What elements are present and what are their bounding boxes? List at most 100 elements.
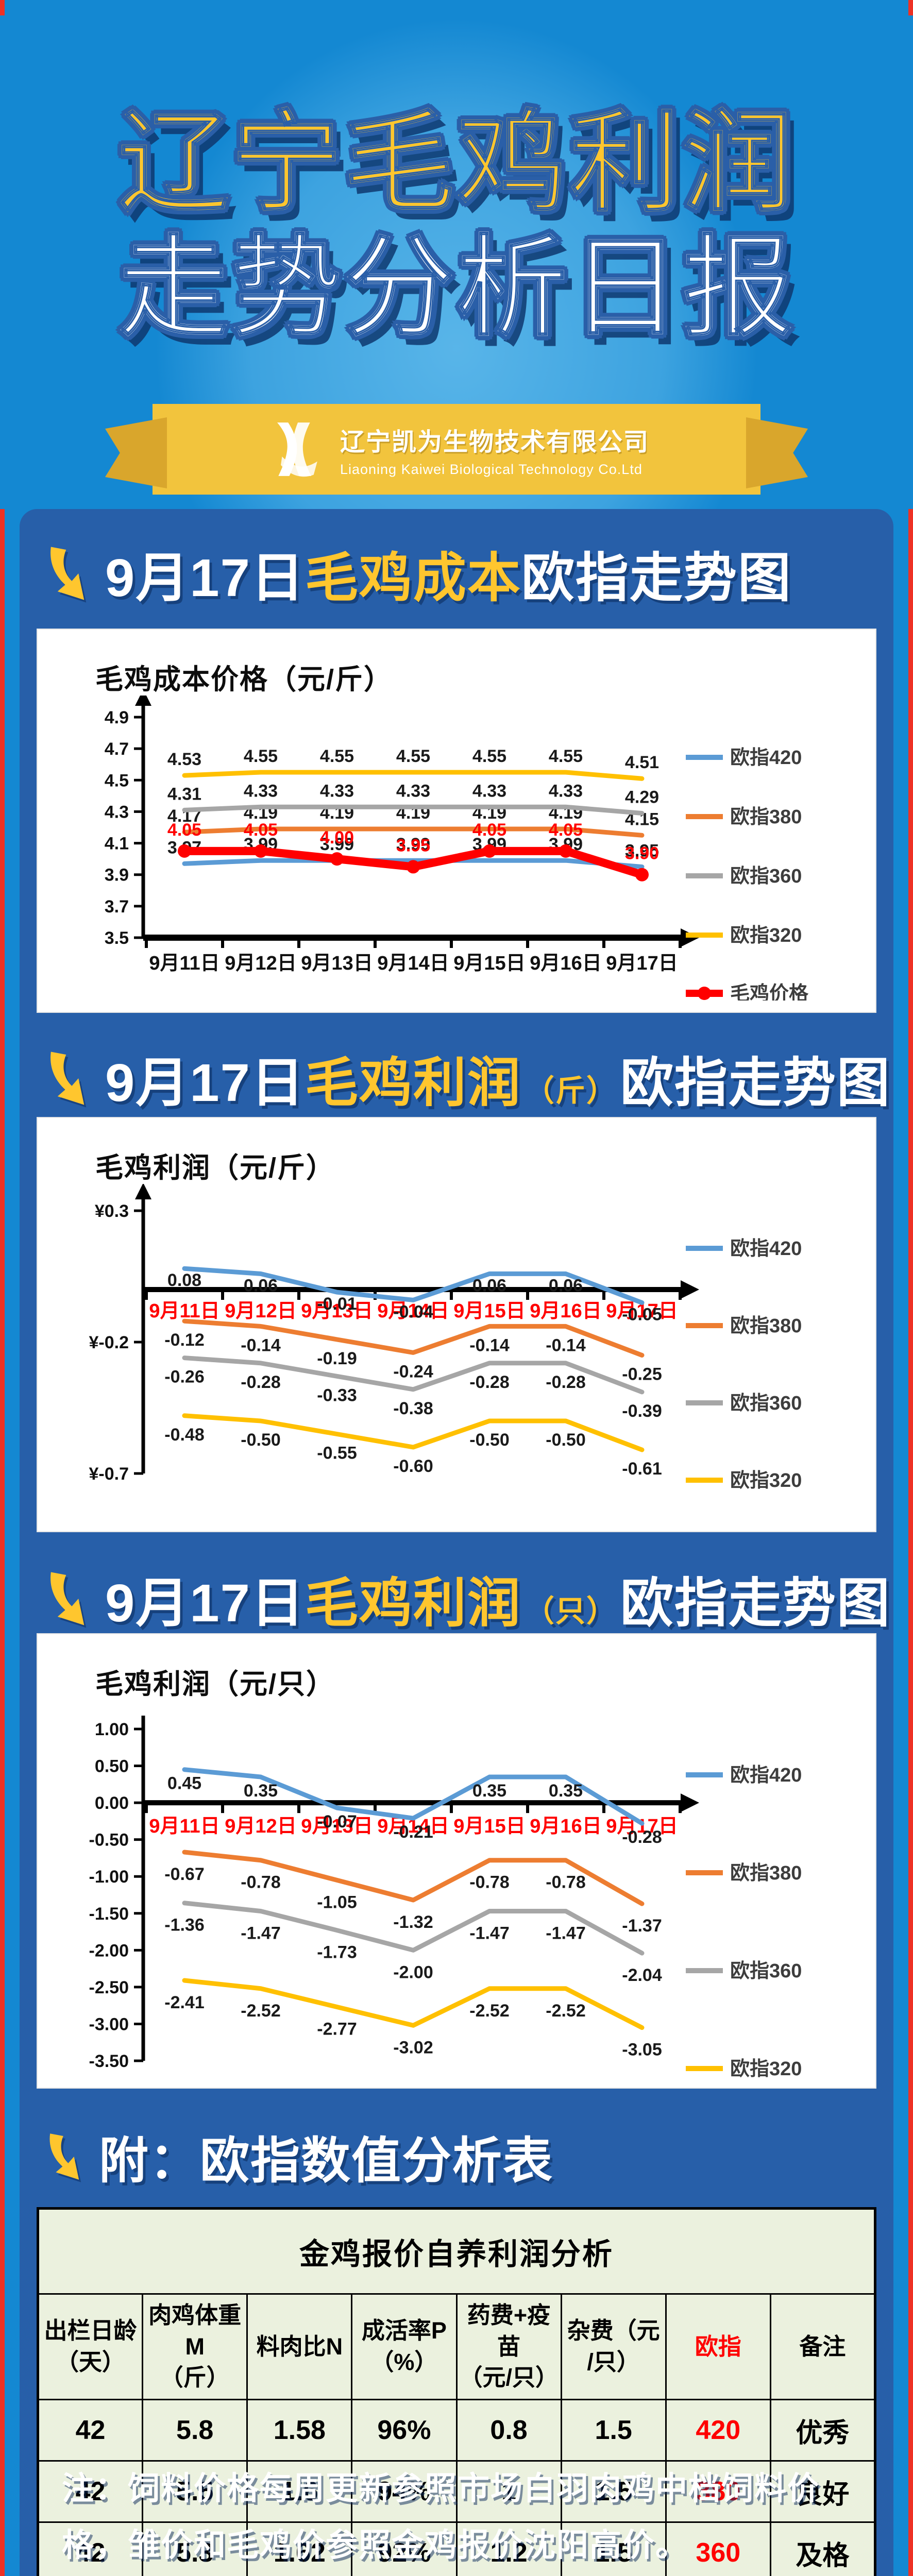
svg-text:0.08: 0.08	[167, 1270, 201, 1290]
svg-text:9月14日: 9月14日	[377, 953, 449, 974]
svg-text:欧指380: 欧指380	[730, 806, 802, 828]
svg-text:欧指360: 欧指360	[730, 866, 802, 887]
table-header-cell: 药费+疫苗 （元/只）	[455, 2293, 562, 2400]
section-title-highlight: 毛鸡成本	[305, 548, 521, 607]
table-title: 金鸡报价自养利润分析	[37, 2208, 876, 2295]
svg-text:-0.60: -0.60	[393, 1456, 433, 1476]
table-header-cell: 出栏日龄 （天）	[37, 2293, 144, 2400]
svg-text:-0.78: -0.78	[469, 1873, 510, 1892]
poster-title-line2: 走势分析日报	[117, 224, 795, 350]
svg-text:-0.61: -0.61	[622, 1459, 662, 1479]
svg-text:-0.78: -0.78	[546, 1873, 586, 1892]
svg-text:3.7: 3.7	[105, 897, 129, 917]
svg-text:9月17日: 9月17日	[606, 953, 678, 974]
svg-text:-0.26: -0.26	[164, 1367, 205, 1387]
profit-analysis-table: 金鸡报价自养利润分析 出栏日龄 （天） 肉鸡体重M （斤） 料肉比N 成活率P （%）药…	[37, 2207, 876, 2576]
svg-text:0.35: 0.35	[472, 1781, 506, 1801]
table-header-cell: 料肉比N	[246, 2293, 353, 2400]
svg-text:-0.50: -0.50	[469, 1430, 510, 1450]
svg-text:4.05: 4.05	[167, 820, 201, 840]
svg-text:-1.32: -1.32	[393, 1912, 433, 1932]
svg-text:4.00: 4.00	[320, 828, 354, 848]
edge-strip-left	[0, 509, 5, 2576]
svg-text:-0.24: -0.24	[393, 1362, 433, 1381]
svg-text:4.53: 4.53	[167, 750, 201, 769]
profit-bird-chart-svg: 1.00 0.50 0.00 -0.50 -1.00 -1.50 -2.00 -2.50 -3.…	[89, 1716, 802, 2080]
svg-text:4.33: 4.33	[320, 781, 354, 801]
section-title-suffix: 欧指走势图	[620, 1573, 891, 1633]
svg-text:-2.04: -2.04	[622, 1965, 662, 1985]
section-title-suffix: 欧指走势图	[620, 1053, 891, 1112]
svg-text:-1.47: -1.47	[469, 1923, 510, 1943]
table-cell: 1.6	[246, 2460, 353, 2523]
company-banner: 辽宁凯为生物技术有限公司 Liaoning Kaiwei Biological …	[153, 404, 760, 495]
svg-text:4.05: 4.05	[472, 820, 506, 840]
svg-text:4.33: 4.33	[549, 781, 583, 801]
section-title-text: 9月17日毛鸡利润 （斤）欧指走势图	[105, 1040, 891, 1116]
svg-text:-1.37: -1.37	[622, 1916, 662, 1936]
svg-text:-2.00: -2.00	[89, 1941, 129, 1960]
table-header-cell: 欧指	[665, 2293, 771, 2400]
table-cell: 92%	[351, 2521, 458, 2576]
section-title-text: 9月17日毛鸡成本欧指走势图	[105, 535, 792, 612]
svg-text:4.05: 4.05	[549, 820, 583, 840]
svg-text:-2.77: -2.77	[317, 2020, 357, 2039]
svg-text:9月12日: 9月12日	[225, 1300, 296, 1322]
svg-text:-0.55: -0.55	[317, 1444, 357, 1463]
profit-jin-chart-title: 毛鸡利润（元/斤）	[95, 1153, 335, 1183]
svg-text:-2.50: -2.50	[89, 1978, 129, 1997]
company-names: 辽宁凯为生物技术有限公司 Liaoning Kaiwei Biological …	[340, 421, 649, 478]
svg-text:-0.48: -0.48	[164, 1425, 205, 1445]
svg-text:9月11日: 9月11日	[149, 953, 219, 974]
svg-text:-0.05: -0.05	[622, 1305, 662, 1325]
table-cell: 优秀	[769, 2399, 876, 2462]
svg-text:-0.14: -0.14	[241, 1335, 281, 1355]
table-cell: 1	[455, 2460, 562, 2523]
edge-strip-right	[908, 509, 913, 2576]
svg-text:0.00: 0.00	[95, 1793, 129, 1813]
cost-chart-title: 毛鸡成本价格（元/斤）	[95, 664, 393, 695]
table-cell: 380	[665, 2460, 771, 2523]
svg-text:9月13日: 9月13日	[301, 1300, 373, 1322]
svg-text:0.50: 0.50	[95, 1757, 129, 1776]
section-title-cost-chart: 9月17日毛鸡成本欧指走势图	[44, 535, 792, 612]
table-header-cell: 备注	[769, 2293, 876, 2400]
table-header-cell: 肉鸡体重M （斤）	[142, 2293, 248, 2400]
svg-text:3.95: 3.95	[625, 841, 659, 860]
table-cell: 1.5	[560, 2460, 667, 2523]
svg-text:-0.14: -0.14	[546, 1335, 586, 1355]
svg-text:-0.28: -0.28	[469, 1372, 510, 1392]
svg-text:欧指380: 欧指380	[730, 1862, 802, 1884]
svg-text:-2.41: -2.41	[164, 1993, 205, 2012]
edge-mark-top-right	[908, 0, 913, 15]
svg-text:-0.07: -0.07	[317, 1812, 357, 1832]
svg-text:4.33: 4.33	[244, 781, 278, 801]
svg-text:9月16日: 9月16日	[530, 953, 601, 974]
table-header-cell: 杂费（元 /只）	[560, 2293, 667, 2400]
svg-text:-0.01: -0.01	[317, 1294, 357, 1314]
company-name-en: Liaoning Kaiwei Biological Technology Co…	[340, 461, 643, 477]
svg-text:-0.67: -0.67	[164, 1865, 205, 1884]
svg-text:-3.05: -3.05	[622, 2040, 662, 2060]
svg-text:¥0.3: ¥0.3	[95, 1201, 129, 1221]
table-cell: 1.5	[560, 2399, 667, 2462]
svg-text:3.99: 3.99	[396, 835, 430, 854]
svg-text:-0.12: -0.12	[164, 1330, 205, 1350]
svg-text:3.99: 3.99	[320, 835, 354, 854]
svg-text:0.35: 0.35	[549, 1781, 583, 1801]
section-title-analysis-table: 附：欧指数值分析表	[44, 2121, 553, 2192]
svg-text:9月12日: 9月12日	[225, 1816, 296, 1837]
profit-jin-chart-svg: ¥0.3 ¥-0.2 ¥-0.7 9月11日 9月12日 9月13日 9月14日 9月15日 9…	[89, 1184, 802, 1492]
svg-text:9月16日: 9月16日	[530, 1816, 601, 1837]
svg-text:-1.47: -1.47	[546, 1923, 586, 1943]
table-cell: 42	[37, 2521, 144, 2576]
table-header-cell: 成活率P （%）	[351, 2293, 458, 2400]
table-cell: 5.8	[142, 2399, 248, 2462]
svg-text:-0.28: -0.28	[546, 1372, 586, 1392]
svg-text:-3.02: -3.02	[393, 2038, 433, 2057]
table-cell: 1.5	[560, 2521, 667, 2576]
footnote: 注：饲料价格每周更新参照市场白羽肉鸡中档饲料价格，雏价和毛鸡价参照金鸡报价沈阳高…	[62, 2471, 821, 2564]
svg-text:4.55: 4.55	[244, 747, 278, 766]
section-title-prefix: 9月17日	[105, 1053, 305, 1112]
